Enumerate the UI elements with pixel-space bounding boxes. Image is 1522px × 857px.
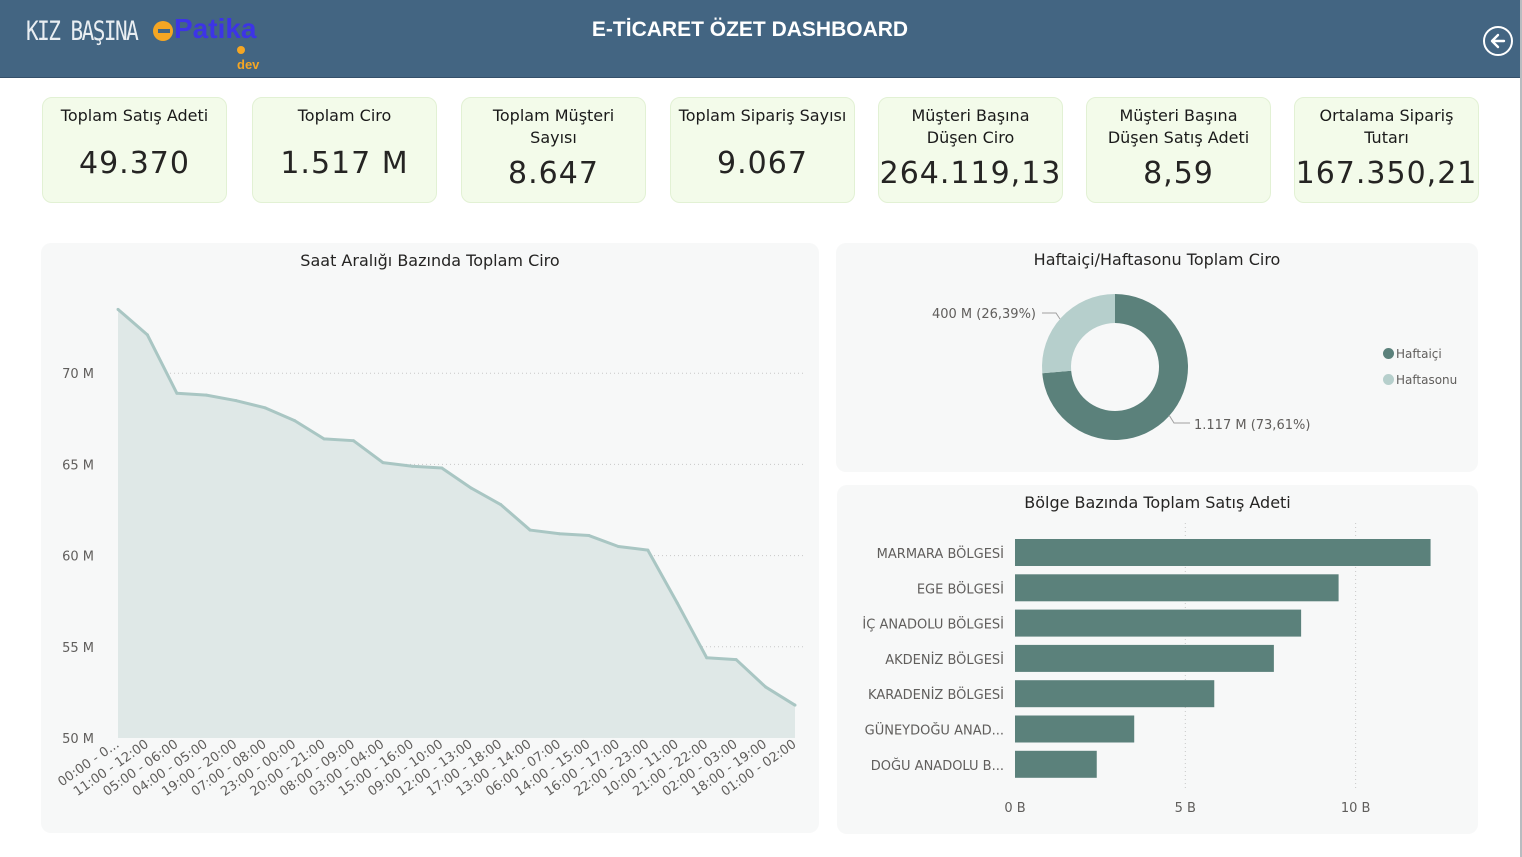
chart-title: Haftaiçi/Haftasonu Toplam Ciro	[1033, 250, 1281, 269]
y-tick-label: 55 M	[62, 641, 94, 656]
data-point	[410, 464, 414, 468]
legend-item-weekend[interactable]: Haftasonu	[1383, 373, 1457, 387]
data-point	[558, 532, 562, 536]
kpi-label: Toplam Sipariş Sayısı	[678, 106, 847, 125]
region-label: GÜNEYDOĞU ANAD...	[865, 722, 1004, 739]
data-point	[675, 601, 679, 605]
kpi-card-total-revenue[interactable]: Toplam Ciro 1.517 M	[252, 97, 437, 203]
kpi-card-total-customers[interactable]: Toplam Müşteri Sayısı 8.647	[461, 97, 646, 203]
area-fill	[118, 309, 795, 738]
data-point	[440, 466, 444, 470]
kpi-value: 49.370	[79, 146, 190, 181]
kpi-value: 264.119,13	[879, 156, 1062, 191]
kpi-card-total-sales-qty[interactable]: Toplam Satış Adeti 49.370	[42, 97, 227, 203]
hourly-revenue-chart: 50 M55 M60 M65 M70 M00:00 - 0...11:00 - …	[55, 307, 803, 800]
x-tick-label: 5 B	[1175, 801, 1196, 816]
region-bar	[1015, 750, 1097, 778]
data-point	[351, 439, 355, 443]
region-label: KARADENİZ BÖLGESİ	[868, 686, 1004, 703]
region-label: İÇ ANADOLU BÖLGESİ	[862, 616, 1004, 633]
legend-label: Haftaiçi	[1396, 347, 1442, 361]
kpi-label: Toplam Ciro	[297, 106, 392, 125]
kpi-label: Ortalama Sipariş Tutarı	[1319, 106, 1454, 147]
weekday-weekend-panel[interactable]: Haftaiçi/Haftasonu Toplam Ciro	[836, 243, 1478, 472]
region-label: DOĞU ANADOLU B...	[871, 758, 1004, 774]
patika-logo-icon	[153, 21, 173, 41]
data-point	[734, 658, 738, 662]
data-point	[116, 307, 120, 311]
data-label-weekday: 1.117 M (73,61%)	[1194, 418, 1310, 433]
back-button[interactable]	[1483, 26, 1513, 56]
kpi-value: 9.067	[717, 146, 808, 181]
kiz-basina-logo: KIZ BAŞINA	[26, 16, 139, 47]
donut-slice-weekday	[1042, 294, 1188, 440]
y-tick-label: 60 M	[62, 550, 94, 565]
data-point	[616, 544, 620, 548]
kpi-card-avg-order-amount[interactable]: Ortalama Sipariş Tutarı 167.350,21	[1294, 97, 1479, 203]
data-point	[204, 393, 208, 397]
kpi-value: 8.647	[508, 156, 599, 191]
y-tick-label: 70 M	[62, 367, 94, 382]
region-bar	[1015, 715, 1135, 743]
data-point	[764, 685, 768, 689]
kpi-label: Müşteri Başına Düşen Satış Adeti	[1107, 106, 1250, 147]
patika-logo-text: Patika	[174, 13, 257, 44]
regional-sales-chart: 0 B 5 B 10 B MARMARA BÖLGESİ EGE BÖLGESİ İÇ A…	[862, 523, 1431, 816]
data-point	[322, 437, 326, 441]
data-point	[646, 548, 650, 552]
data-point	[793, 703, 797, 707]
header-bar: KIZ BAŞINA Patika dev E-TİCARET ÖZET DAS…	[0, 0, 1520, 78]
data-point	[469, 486, 473, 490]
kpi-card-sales-per-customer[interactable]: Müşteri Başına Düşen Satış Adeti 8,59	[1086, 97, 1271, 203]
legend-swatch	[1383, 374, 1394, 385]
region-bar	[1015, 574, 1339, 602]
kpi-card-revenue-per-customer[interactable]: Müşteri Başına Düşen Ciro 264.119,13	[878, 97, 1063, 203]
weekday-weekend-donut: 1.117 M (73,61%) 400 M (26,39%)	[932, 294, 1310, 440]
kpi-value: 167.350,21	[1295, 156, 1478, 191]
legend-swatch	[1383, 348, 1394, 359]
page-title: E-TİCARET ÖZET DASHBOARD	[591, 18, 909, 41]
data-point	[528, 528, 532, 532]
donut-slice-weekend	[1042, 294, 1115, 374]
kpi-value: 1.517 M	[280, 146, 409, 181]
region-bar	[1015, 609, 1302, 637]
kpi-label: Toplam Müşteri Sayısı	[492, 106, 615, 147]
data-point	[234, 399, 238, 403]
leader-line	[1168, 414, 1190, 424]
data-point	[705, 656, 709, 660]
kpi-value: 8,59	[1143, 156, 1214, 191]
region-label: EGE BÖLGESİ	[917, 580, 1004, 597]
kpi-card-total-orders[interactable]: Toplam Sipariş Sayısı 9.067	[670, 97, 855, 203]
kpi-label: Toplam Satış Adeti	[60, 106, 209, 125]
region-label: AKDENİZ BÖLGESİ	[885, 651, 1004, 668]
data-point	[587, 534, 591, 538]
patika-logo-dev: dev	[237, 42, 259, 72]
region-bar	[1015, 644, 1274, 672]
x-tick-label: 10 B	[1341, 801, 1371, 816]
y-tick-label: 50 M	[62, 732, 94, 747]
region-bar	[1015, 539, 1431, 566]
data-point	[263, 406, 267, 410]
data-point	[499, 503, 503, 507]
area-line	[117, 308, 796, 707]
legend-label: Haftasonu	[1396, 373, 1458, 387]
data-label-weekend: 400 M (26,39%)	[932, 307, 1036, 322]
data-point	[381, 461, 385, 465]
chart-title: Bölge Bazında Toplam Satış Adeti	[1024, 493, 1291, 512]
legend-item-weekday[interactable]: Haftaiçi	[1383, 347, 1442, 361]
data-point	[293, 419, 297, 423]
x-tick-label: 0 B	[1004, 801, 1025, 816]
leader-line	[1042, 312, 1061, 320]
region-label: MARMARA BÖLGESİ	[877, 545, 1004, 562]
y-tick-label: 65 M	[62, 458, 94, 473]
region-bar	[1015, 680, 1215, 708]
data-point	[175, 391, 179, 395]
window-edge	[1520, 0, 1522, 857]
chart-title: Saat Aralığı Bazında Toplam Ciro	[300, 251, 560, 270]
data-point	[145, 333, 149, 337]
kpi-label: Müşteri Başına Düşen Ciro	[911, 106, 1030, 147]
back-arrow-icon	[1490, 33, 1506, 49]
